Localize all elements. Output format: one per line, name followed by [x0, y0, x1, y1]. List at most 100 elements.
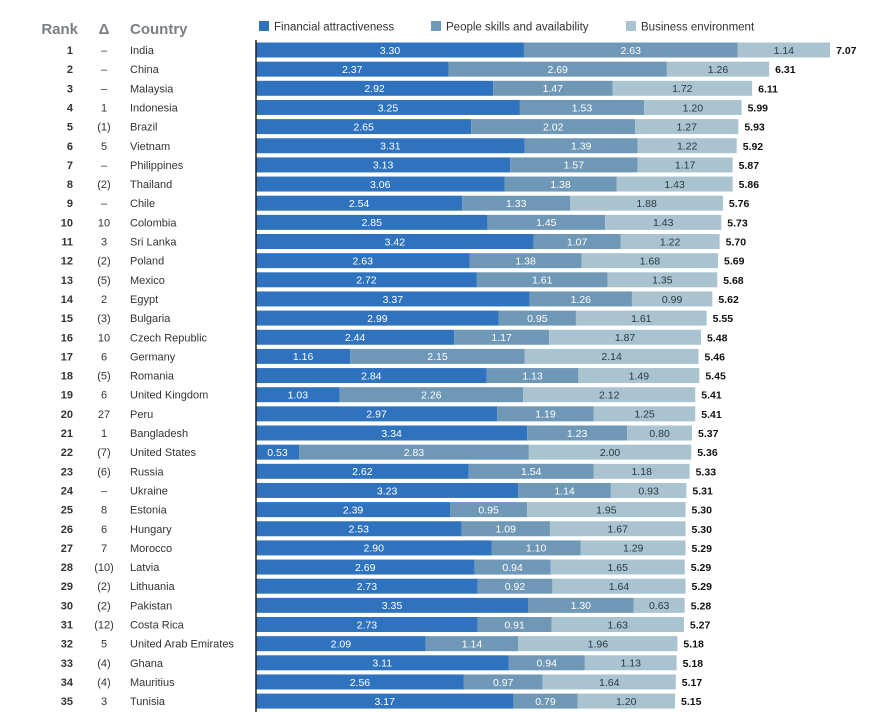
delta-label: (5) — [97, 371, 110, 383]
bar-value-label-financial: 2.73 — [357, 581, 378, 593]
bar-value-label-business: 1.22 — [660, 236, 681, 248]
total-score-label: 5.18 — [683, 658, 704, 670]
rank-label: 31 — [61, 620, 73, 632]
bar-value-label-financial: 3.30 — [380, 45, 401, 57]
rank-label: 10 — [61, 217, 73, 229]
bar-value-label-financial: 2.37 — [342, 64, 363, 76]
rank-label: 4 — [67, 102, 74, 114]
bar-value-label-people: 1.07 — [567, 236, 588, 248]
bar-segment-financial — [256, 502, 451, 518]
bar-segment-business — [551, 617, 684, 632]
chart-row: 13 (5) Mexico 2.72 1.61 1.35 5.68 — [61, 272, 744, 288]
rank-label: 12 — [61, 256, 73, 268]
bar-segment-people — [527, 425, 628, 441]
total-score-label: 5.31 — [692, 485, 713, 497]
country-label: Malaysia — [130, 83, 174, 95]
chart-row: 16 10 Czech Republic 2.44 1.17 1.87 5.48 — [61, 329, 728, 345]
chart-row: 4 1 Indonesia 3.25 1.53 1.20 5.99 — [67, 99, 768, 115]
total-score-label: 5.46 — [705, 351, 726, 363]
bar-value-label-business: 1.43 — [653, 217, 674, 229]
delta-label: – — [101, 45, 108, 57]
bar-segment-business — [549, 521, 686, 537]
bar-segment-people — [519, 99, 645, 115]
delta-label: – — [101, 64, 108, 76]
bar-value-label-people: 1.23 — [567, 428, 588, 440]
bar-value-label-business: 1.25 — [634, 409, 655, 421]
bar-segment-people — [350, 348, 525, 364]
rank-label: 26 — [61, 524, 73, 536]
bar-segment-business — [635, 119, 739, 135]
country-label: Ghana — [130, 658, 164, 670]
rank-label: 23 — [61, 466, 73, 478]
bar-segment-people — [339, 387, 524, 403]
bar-segment-financial — [256, 119, 472, 135]
bar-value-label-financial: 2.69 — [355, 562, 376, 574]
bar-value-label-business: 1.87 — [615, 332, 636, 344]
bar-segment-business — [593, 406, 696, 422]
delta-label: (3) — [97, 313, 110, 325]
bar-segment-financial — [256, 597, 529, 613]
rank-label: 33 — [61, 658, 73, 670]
chart-row: 32 5 United Arab Emirates 2.09 1.14 1.96 5.18 — [61, 636, 704, 652]
header-rank: Rank — [41, 21, 78, 38]
bar-value-label-business: 1.13 — [621, 658, 642, 670]
bar-value-label-business: 1.67 — [608, 524, 629, 536]
bar-value-label-people: 2.26 — [421, 390, 442, 402]
total-score-label: 5.37 — [698, 428, 719, 440]
bar-value-label-business: 0.99 — [662, 294, 683, 306]
country-label: Sri Lanka — [130, 237, 177, 249]
bar-value-label-financial: 3.23 — [377, 485, 398, 497]
bar-value-label-financial: 2.92 — [364, 83, 385, 95]
bar-value-label-business: 1.96 — [588, 638, 609, 650]
country-label: United Arab Emirates — [130, 639, 234, 651]
bar-value-label-people: 1.14 — [462, 638, 483, 650]
rank-label: 20 — [61, 409, 73, 421]
bar-segment-financial — [256, 406, 498, 422]
bar-value-label-people: 1.09 — [495, 524, 516, 536]
total-score-label: 6.11 — [758, 83, 778, 95]
bar-value-label-people: 1.30 — [571, 600, 592, 612]
chart-row: 3 – Malaysia 2.92 1.47 1.72 6.11 — [67, 80, 778, 96]
country-label: Russia — [130, 466, 165, 478]
bar-segment-financial — [256, 617, 478, 632]
bar-value-label-financial: 3.31 — [380, 141, 401, 153]
country-label: India — [130, 45, 155, 57]
bar-value-label-business: 0.93 — [638, 485, 659, 497]
bar-value-label-people: 1.47 — [543, 83, 564, 95]
bar-value-label-financial: 2.90 — [364, 543, 385, 555]
bar-segment-financial — [256, 578, 478, 594]
bar-value-label-financial: 3.34 — [381, 428, 402, 440]
chart-row: 17 6 Germany 1.16 2.15 2.14 5.46 — [61, 348, 726, 364]
bar-value-label-business: 1.65 — [608, 562, 629, 574]
bar-segment-people — [523, 42, 738, 58]
bar-segment-business — [584, 655, 677, 671]
bar-value-label-financial: 3.42 — [385, 236, 406, 248]
delta-label: – — [101, 485, 108, 497]
bar-segment-financial — [256, 521, 462, 537]
bar-value-label-business: 1.68 — [640, 255, 661, 267]
bar-segment-financial — [256, 176, 505, 192]
bar-value-label-people: 2.69 — [547, 64, 568, 76]
bar-value-label-people: 1.17 — [491, 332, 512, 344]
total-score-label: 5.86 — [739, 179, 760, 191]
bar-value-label-financial: 2.84 — [361, 370, 382, 382]
bar-value-label-financial: 3.13 — [373, 160, 394, 172]
total-score-label: 5.45 — [705, 371, 726, 383]
total-score-label: 5.33 — [696, 466, 717, 478]
bar-value-label-financial: 2.44 — [345, 332, 366, 344]
delta-label: – — [101, 198, 108, 210]
country-label: China — [130, 64, 160, 76]
country-label: Czech Republic — [130, 332, 208, 344]
rank-label: 21 — [61, 428, 73, 440]
bar-segment-people — [504, 176, 617, 192]
rank-label: 28 — [61, 562, 73, 574]
rank-label: 7 — [67, 160, 73, 172]
bar-value-label-financial: 2.72 — [356, 275, 377, 287]
bar-value-label-business: 1.63 — [608, 619, 629, 631]
bar-value-label-business: 2.00 — [600, 447, 621, 459]
bar-segment-financial — [256, 214, 488, 230]
rank-label: 1 — [67, 45, 73, 57]
bar-value-label-people: 1.14 — [554, 485, 575, 497]
bar-value-label-people: 0.94 — [536, 658, 557, 670]
rank-label: 14 — [61, 294, 74, 306]
